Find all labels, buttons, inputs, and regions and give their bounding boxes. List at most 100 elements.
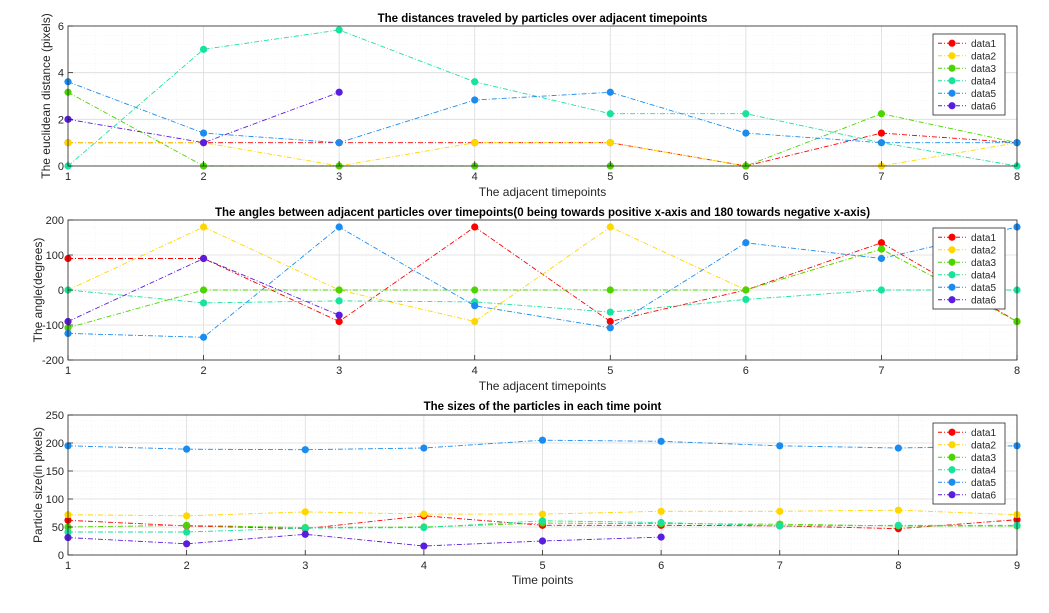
x-tick-label: 5 bbox=[607, 171, 613, 183]
y-tick-label: 200 bbox=[46, 215, 64, 227]
data-point-data6 bbox=[335, 88, 343, 96]
data-point-data1 bbox=[471, 223, 479, 231]
size-chart: The sizes of the particles in each time … bbox=[31, 401, 1021, 587]
data-point-data6 bbox=[301, 530, 309, 538]
data-point-data4 bbox=[183, 528, 191, 536]
x-tick-label: 6 bbox=[743, 171, 749, 183]
legend-label-data4: data4 bbox=[971, 76, 996, 87]
data-point-data4 bbox=[335, 297, 343, 305]
legend-marker-data6 bbox=[948, 491, 956, 499]
data-point-data4 bbox=[199, 45, 208, 53]
data-point-data6 bbox=[335, 311, 343, 319]
series-line-data6 bbox=[67, 258, 340, 322]
data-point-data6 bbox=[420, 542, 428, 550]
x-tick-label: 6 bbox=[743, 365, 749, 377]
x-tick-label: 2 bbox=[184, 560, 190, 572]
x-tick-label: 2 bbox=[201, 365, 207, 377]
size-chart-xlabel: Time points bbox=[512, 573, 574, 587]
data-point-data3 bbox=[877, 245, 886, 253]
data-point-data5 bbox=[183, 445, 191, 453]
x-tick-label: 3 bbox=[336, 365, 342, 377]
x-tick-label: 8 bbox=[1014, 171, 1020, 183]
data-point-data1 bbox=[877, 239, 886, 247]
x-tick-label: 7 bbox=[878, 171, 884, 183]
data-point-data6 bbox=[199, 139, 208, 147]
legend-marker-data3 bbox=[948, 64, 956, 72]
series-line-data6 bbox=[67, 533, 662, 547]
y-tick-label: 250 bbox=[46, 410, 64, 422]
legend-marker-data2 bbox=[948, 246, 956, 254]
x-tick-label: 1 bbox=[65, 171, 71, 183]
data-point-data4 bbox=[471, 78, 479, 86]
series-line-data4 bbox=[67, 289, 1017, 313]
data-point-data3 bbox=[606, 286, 614, 294]
data-point-data6 bbox=[183, 540, 191, 548]
legend-marker-data1 bbox=[948, 39, 956, 47]
legend-box bbox=[932, 33, 1006, 116]
size-chart-title: The sizes of the particles in each time … bbox=[424, 401, 662, 413]
y-tick-label: 150 bbox=[46, 466, 64, 478]
distance-chart-xlabel: The adjacent timepoints bbox=[479, 185, 606, 199]
data-point-data6 bbox=[199, 254, 208, 263]
data-point-data2 bbox=[420, 510, 428, 518]
series-line-data1 bbox=[68, 132, 1018, 167]
x-tick-label: 8 bbox=[1014, 365, 1020, 377]
x-tick-label: 5 bbox=[607, 365, 613, 377]
legend-label-data6: data6 bbox=[971, 101, 996, 112]
data-point-data5 bbox=[199, 129, 208, 137]
data-point-data4 bbox=[335, 26, 343, 34]
x-tick-label: 9 bbox=[1014, 560, 1020, 572]
data-point-data2 bbox=[606, 223, 614, 231]
data-point-data2 bbox=[301, 508, 309, 516]
legend-label-data3: data3 bbox=[971, 258, 996, 269]
legend-label-data2: data2 bbox=[971, 51, 996, 62]
legend-label-data1: data1 bbox=[971, 428, 996, 439]
angle-chart-xlabel: The adjacent timepoints bbox=[479, 379, 606, 393]
data-point-data4 bbox=[606, 110, 614, 118]
data-point-data3 bbox=[335, 286, 343, 294]
data-point-data1 bbox=[335, 317, 343, 326]
x-tick-label: 3 bbox=[302, 560, 308, 572]
data-point-data3 bbox=[877, 110, 886, 118]
series-line-data3 bbox=[67, 248, 1018, 329]
data-point-data4 bbox=[301, 524, 309, 532]
size-chart-ylabel: Particle size(in pixels) bbox=[31, 427, 45, 543]
data-point-data5 bbox=[335, 223, 343, 231]
x-tick-label: 1 bbox=[65, 560, 71, 572]
data-point-data5 bbox=[776, 442, 784, 450]
data-point-data4 bbox=[877, 286, 886, 294]
data-point-data2 bbox=[776, 507, 784, 515]
data-point-data5 bbox=[877, 254, 886, 263]
legend-label-data2: data2 bbox=[971, 440, 996, 451]
distance-chart-plot-area: 1 2 3 4 5 6 7 8 0 2 4 6 bbox=[58, 21, 1021, 183]
angle-chart-title: The angles between adjacent particles ov… bbox=[215, 207, 870, 219]
data-point-data4 bbox=[776, 522, 784, 530]
data-point-data4 bbox=[538, 517, 547, 525]
data-point-data1 bbox=[877, 129, 886, 137]
data-point-data5 bbox=[894, 444, 902, 452]
x-tick-label: 3 bbox=[336, 171, 342, 183]
data-point-data4 bbox=[742, 110, 750, 118]
data-point-data4 bbox=[199, 299, 208, 307]
data-point-data5 bbox=[606, 88, 614, 96]
y-tick-label: -100 bbox=[42, 320, 64, 332]
data-point-data5 bbox=[301, 446, 309, 454]
legend-label-data1: data1 bbox=[971, 39, 996, 50]
series-line-data4 bbox=[67, 29, 1018, 167]
legend-marker-data1 bbox=[948, 233, 956, 241]
data-point-data4 bbox=[606, 308, 614, 316]
legend-label-data4: data4 bbox=[971, 270, 996, 281]
axes-box bbox=[67, 25, 1018, 167]
data-point-data2 bbox=[538, 510, 547, 518]
legend-marker-data2 bbox=[948, 441, 956, 449]
x-tick-label: 6 bbox=[658, 560, 664, 572]
legend-label-data5: data5 bbox=[971, 283, 996, 294]
data-point-data4 bbox=[657, 518, 665, 527]
legend-marker-data6 bbox=[948, 296, 956, 304]
x-tick-label: 2 bbox=[201, 171, 207, 183]
data-point-data5 bbox=[606, 324, 614, 332]
legend-marker-data5 bbox=[948, 283, 956, 291]
